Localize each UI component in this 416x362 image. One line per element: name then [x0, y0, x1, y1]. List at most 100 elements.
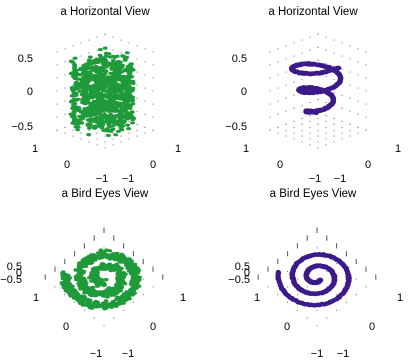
data-point [93, 64, 99, 69]
data-point [100, 294, 106, 298]
grid-point [152, 286, 154, 288]
data-point [112, 92, 118, 96]
grid-point [309, 101, 311, 104]
y-tick-left: −1 [337, 348, 350, 360]
grid-point [113, 235, 115, 237]
data-point [124, 51, 130, 55]
data-point [93, 254, 99, 258]
grid-point [301, 123, 303, 125]
data-point [69, 100, 74, 104]
grid-point [301, 52, 303, 54]
data-point [313, 110, 319, 116]
grid-point [56, 129, 58, 131]
data-point [99, 96, 105, 100]
data-point [84, 81, 89, 86]
data-point [106, 286, 112, 290]
data-point [124, 290, 130, 294]
grid-point [357, 100, 359, 102]
data-point [107, 87, 113, 91]
grid-point [152, 116, 154, 118]
grid-point [128, 120, 130, 122]
data-point [90, 274, 96, 278]
grid-point [357, 61, 359, 63]
grid-point [349, 71, 351, 73]
grid-point [301, 78, 303, 80]
data-point [118, 260, 124, 264]
grid-point [128, 55, 130, 57]
data-point [112, 55, 118, 60]
grid-point [316, 247, 318, 249]
data-point [98, 91, 104, 96]
grid-point [333, 141, 335, 143]
x-tick-right: −1 [311, 348, 324, 360]
x-tick-left: 1 [254, 292, 260, 304]
grid-point [326, 235, 328, 237]
data-point [100, 85, 106, 90]
panel-title: a Bird Eyes View [270, 188, 357, 200]
data-point [118, 284, 123, 289]
z-tick-top: 0.5 [18, 53, 33, 65]
y-tick-middle: 0 [365, 159, 371, 171]
grid-point [64, 258, 66, 260]
data-point [104, 79, 110, 83]
grid-point [349, 58, 351, 60]
grid-point [54, 266, 56, 268]
data-point [121, 254, 126, 258]
grid-point [349, 110, 351, 112]
data-point [96, 267, 101, 271]
data-point [82, 288, 88, 292]
x-tick-right: −1 [96, 173, 109, 185]
x-tick-middle: 0 [64, 159, 70, 171]
grid-point [64, 48, 66, 50]
grid-point [277, 258, 279, 260]
grid-point [341, 68, 343, 70]
data-point [113, 88, 119, 92]
data-point [108, 290, 113, 294]
data-point [125, 94, 130, 98]
data-point [109, 67, 115, 71]
x-tick-left: 1 [33, 292, 39, 304]
data-point [108, 129, 114, 133]
data-point [68, 59, 74, 63]
data-point [101, 283, 106, 287]
data-point [98, 56, 104, 60]
grid-point [336, 294, 338, 296]
data-point [95, 124, 100, 128]
grid-point [301, 129, 303, 131]
grid-point [309, 36, 311, 38]
data-point [88, 95, 93, 99]
grid-point [142, 258, 144, 260]
data-point [111, 114, 117, 118]
data-point [98, 78, 103, 82]
grid-point [112, 144, 114, 146]
grid-point [296, 294, 298, 296]
grid-point [287, 286, 289, 288]
data-point [121, 109, 126, 113]
grid-point [293, 107, 295, 109]
data-point [116, 269, 122, 273]
grid-point [136, 129, 138, 131]
grid-point [317, 129, 319, 131]
data-point [109, 90, 114, 94]
grid-point [54, 286, 56, 288]
y-tick-middle: 0 [150, 321, 156, 333]
data-point [121, 271, 127, 275]
x-tick-middle: 0 [284, 321, 290, 333]
grid-point [88, 52, 90, 54]
grid-point [325, 62, 327, 64]
grid-point [325, 132, 327, 134]
data-point [71, 103, 77, 107]
data-point [78, 117, 84, 121]
grid-point [277, 294, 279, 296]
data-point [115, 271, 121, 276]
grid-point [120, 52, 122, 54]
grid-point [96, 132, 98, 134]
panel-title: a Horizontal View [60, 6, 150, 18]
grid-point [285, 129, 287, 131]
data-point [114, 96, 120, 100]
grid-point [112, 138, 114, 140]
data-point [125, 123, 130, 127]
grid-point [333, 123, 335, 125]
data-point [129, 95, 135, 99]
grid-point [325, 120, 327, 122]
